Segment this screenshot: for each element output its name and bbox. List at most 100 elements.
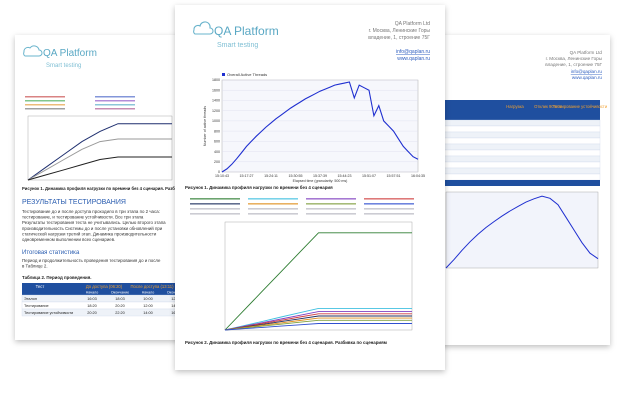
table-cell: 14:00 (143, 311, 153, 315)
legend-swatch (95, 104, 135, 106)
logo: QA Platform (43, 48, 97, 59)
site: www.qaplan.ru (397, 56, 430, 62)
table-row-bg (439, 149, 601, 157)
table-cell: 10:00 (143, 297, 153, 301)
table-row-bg (439, 119, 601, 127)
y-tick-label: 1800 (212, 78, 220, 82)
legend-swatch (95, 100, 135, 102)
y-tick-label: 800 (214, 129, 220, 133)
table-subheader: Окончание (111, 291, 129, 295)
table-header-bg (440, 100, 600, 120)
figure-caption: Рисунок 1. Динамика профиля нагрузки по … (185, 185, 333, 190)
series-line (445, 195, 599, 269)
series-line (224, 311, 412, 331)
plot-area (445, 191, 599, 269)
table-row-bg (439, 173, 601, 181)
table-cell: 20:20 (87, 311, 97, 315)
table-row-bg (439, 137, 601, 145)
address-line: владение, 1, строение 75Г (545, 62, 602, 67)
legend-swatch (25, 108, 65, 110)
x-tick-label: 15:57:51 (387, 174, 401, 178)
series-line (224, 323, 412, 331)
legend-swatch (190, 203, 240, 205)
table-header: Тест (36, 284, 45, 289)
paragraph-line: статической нагрузки третий этап. Динами… (22, 231, 157, 236)
address-line: г. Москва, Ленинские Горы (369, 28, 431, 34)
table-header: До доступа (06:20) (86, 284, 123, 289)
table-row-bg (439, 161, 601, 169)
legend-swatch (95, 108, 135, 110)
table-subheader: Начало (86, 291, 99, 295)
x-tick-label: 15:24:11 (264, 174, 278, 178)
legend-swatch (364, 208, 414, 210)
legend-swatch (190, 208, 240, 210)
series-line (224, 307, 412, 331)
y-axis-label: Number of active threads (203, 106, 207, 146)
paragraph-line: тестирование, и тестирование устойчивост… (22, 215, 144, 220)
series-line (224, 313, 412, 331)
table-cell: Эталон (24, 297, 37, 301)
series-line (27, 138, 172, 181)
site: www.qaplan.ru (572, 75, 603, 80)
table-header: Отклик 90 отм (534, 104, 562, 109)
logo-icon (23, 45, 43, 57)
x-axis-label: Elapsed time (granularity: 500 ms) (293, 179, 348, 183)
figure-caption: Рисунок 1. Динамика профиля нагрузки по … (22, 186, 215, 191)
legend-swatch (190, 198, 240, 200)
tagline: Smart testing (217, 42, 258, 49)
plot-area (27, 115, 173, 181)
y-tick-label: 1600 (212, 88, 220, 92)
table-header-bg (22, 283, 198, 295)
address-line: владение, 1, строение 75Г (368, 35, 430, 41)
table-row-bg (439, 143, 601, 151)
table-cell: Тестирование устойчивости (24, 311, 73, 315)
figure-caption: Рисунок 2. Динамика профиля нагрузки по … (185, 340, 387, 345)
table-row-bg (439, 131, 601, 139)
paragraph-line: в Таблице 2. (22, 264, 48, 269)
y-tick-label: 1200 (212, 109, 220, 113)
paragraph-line: одновременном выполнении всех сценариев. (22, 237, 115, 242)
table-subheader: Начало (142, 291, 155, 295)
paragraph-line: Результаты тестирования теста не учитыва… (22, 220, 166, 225)
table-row-bg (439, 167, 601, 175)
table-total-bg (440, 180, 600, 186)
legend-swatch (190, 213, 240, 215)
y-tick-label: 600 (214, 140, 220, 144)
subsection-title: Итоговая статистика (22, 250, 80, 256)
legend-swatch (25, 104, 65, 106)
table-cell: 18:03 (115, 297, 125, 301)
table-row-bg (439, 155, 601, 163)
legend-swatch (306, 208, 356, 210)
logo: QA Platform (214, 24, 279, 38)
legend-swatch (248, 213, 298, 215)
table-header: После доступа (13:11) (130, 284, 174, 289)
table-cell: 20:20 (115, 304, 125, 308)
legend-swatch (25, 96, 65, 98)
legend-label: Overall Active Threads (227, 72, 267, 77)
x-tick-label: 15:30:55 (289, 174, 303, 178)
table-cell: 18:20 (87, 304, 97, 308)
legend-swatch (306, 198, 356, 200)
center-page: QA Platform Smart testing QA Platform Lt… (175, 5, 445, 370)
series-line (224, 319, 412, 331)
x-tick-label: 15:44:23 (338, 174, 352, 178)
legend-swatch (364, 203, 414, 205)
company: QA Platform Ltd (570, 50, 603, 55)
y-tick-label: 1400 (212, 99, 220, 103)
paragraph-line: Тестирование до и после доступа проходил… (22, 209, 160, 214)
table-cell: 22:20 (115, 311, 125, 315)
y-tick-label: 200 (214, 160, 220, 164)
tagline: Smart testing (46, 63, 81, 69)
legend-swatch (248, 203, 298, 205)
table-header: Тестирование устойчивости (553, 104, 608, 109)
table-cell: 16:03 (87, 297, 97, 301)
company: QA Platform Ltd (395, 21, 431, 27)
email: info@qaplan.ru (571, 69, 603, 74)
section-title: РЕЗУЛЬТАТЫ ТЕСТИРОВАНИЯ (22, 199, 126, 206)
series-line (224, 317, 412, 331)
address-line: г. Москва, Ленинские Горы (546, 56, 602, 61)
paragraph-line: производительность Системы до и после ус… (22, 226, 163, 231)
table-row-bg (439, 125, 601, 133)
legend-swatch (306, 213, 356, 215)
